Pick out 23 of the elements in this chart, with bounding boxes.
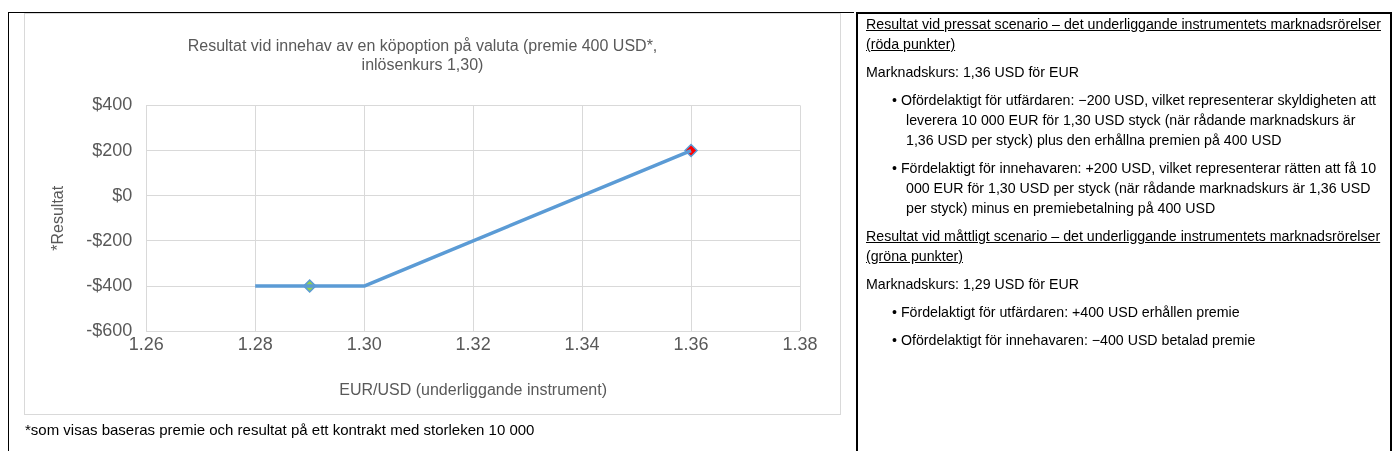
text: Marknadskurs: 1,29 USD för EUR [866, 275, 1080, 294]
y-tick-label: $0 [112, 184, 133, 205]
text: • Ofördelaktigt för innehavaren: −400 USD betalad premie [892, 331, 1257, 350]
chart-title: Resultat vid innehav av en köpoption på valuta (premie 400 USD*, inlösenkurs 1,30) [187, 37, 658, 74]
x-tick-label: 1.30 [346, 333, 382, 354]
x-tick-label: 1.38 [782, 333, 818, 354]
y-tick-label: -$400 [86, 275, 133, 296]
text: Resultat vid pressat scenario – det underliggande instrumentets marknadsrörelser (röda punkter) [866, 15, 1382, 54]
text: Marknadskurs: 1,36 USD för EUR [866, 63, 1080, 82]
y-axis-title: *Resultat [49, 185, 67, 251]
text: • Ofördelaktigt för utfärdaren: −200 USD, vilket representerar skyldigheten att leverera 10 000 EUR för 1,30 USD styck (när rådande marknadskurs är 1,36 USD per styck) plus den erhållna premien på 400 USD [892, 91, 1378, 150]
x-tick-label: 1.32 [455, 333, 491, 354]
text: *som visas baseras premie och resultat på ett kontrakt med storleken 10 000 [25, 421, 535, 438]
y-tick-label: $400 [92, 94, 133, 115]
text: • Fördelaktigt för utfärdaren: +400 USD erhållen premie [892, 303, 1241, 322]
y-tick-label: $200 [92, 139, 133, 160]
x-tick-label: 1.36 [673, 333, 709, 354]
y-tick-label: -$200 [86, 229, 133, 250]
x-tick-label: 1.28 [237, 333, 273, 354]
text: Resultat vid måttligt scenario – det underliggande instrumentets marknadsrörelser (gröna punkter) [866, 227, 1382, 266]
x-axis-title: EUR/USD (underliggande instrument) [339, 380, 607, 398]
x-tick-label: 1.34 [564, 333, 600, 354]
text: • Fördelaktigt för innehavaren: +200 USD, vilket representerar rätten att få 10 000 EUR för 1,30 USD per styck (när rådande marknadskurs är 1,36 USD per styck) minus en premiebetalning på 400 USD [892, 159, 1378, 218]
